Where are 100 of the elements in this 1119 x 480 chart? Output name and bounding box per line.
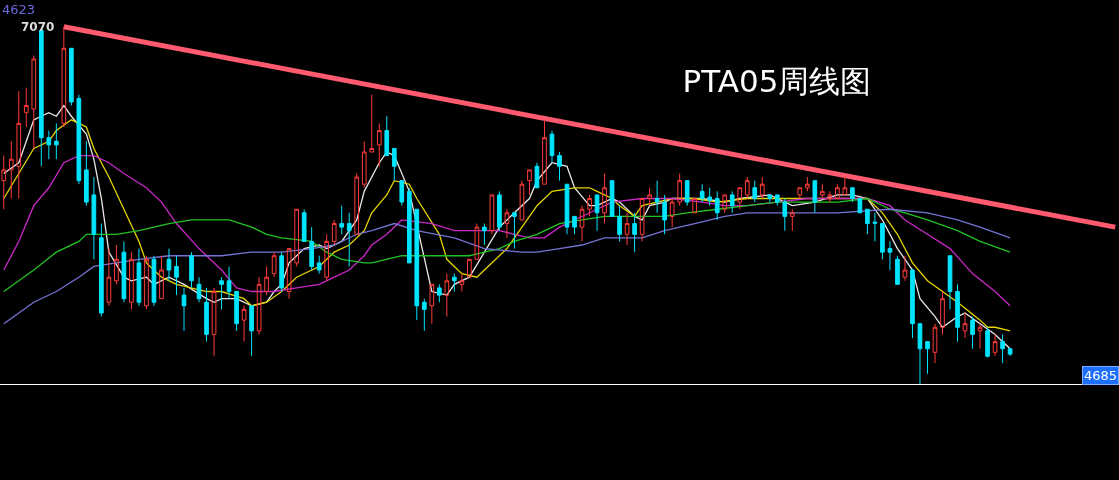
candlestick <box>489 194 495 235</box>
candlestick <box>534 162 540 189</box>
candlestick <box>346 212 352 267</box>
candlestick <box>121 240 127 303</box>
candlestick <box>452 273 457 293</box>
candlestick <box>722 194 728 214</box>
candlestick <box>925 341 930 375</box>
candlestick <box>474 223 480 260</box>
candlestick <box>737 187 743 210</box>
candlestick <box>136 248 142 307</box>
candlestick <box>264 265 269 296</box>
candlestick <box>339 205 345 235</box>
candlestick <box>677 172 682 207</box>
candlestick <box>940 291 945 335</box>
candlestick <box>437 283 442 303</box>
candlestick <box>99 223 104 318</box>
candlestick <box>189 251 194 289</box>
candlestick <box>1 155 7 210</box>
candlestick <box>932 323 938 364</box>
candlestick <box>880 223 885 260</box>
candlestick <box>617 205 622 242</box>
candlestick <box>376 122 382 167</box>
candlestick <box>76 94 82 185</box>
candlestick <box>947 255 953 310</box>
candlestick <box>249 305 254 357</box>
candlestick <box>46 130 52 160</box>
candlestick <box>324 233 330 282</box>
candlestick <box>557 151 562 182</box>
candlestick <box>429 283 435 325</box>
candlestick <box>459 273 465 293</box>
candlestick <box>8 140 14 200</box>
text: 4623 <box>2 2 36 17</box>
candlestick <box>406 187 412 264</box>
candlestick <box>301 208 307 242</box>
candlestick <box>159 255 164 300</box>
candlestick <box>1007 348 1013 357</box>
candlestick <box>602 172 607 225</box>
candlestick <box>31 54 37 149</box>
candlestick <box>542 119 547 185</box>
candlestick <box>594 194 600 232</box>
candlestick <box>421 298 427 332</box>
candlestick <box>902 255 908 282</box>
candlestick <box>812 180 818 214</box>
candlestick <box>241 305 247 343</box>
candlestick <box>699 183 705 203</box>
candlestick <box>985 326 990 358</box>
candlestick <box>835 183 840 200</box>
candlestick <box>707 187 713 207</box>
candlestick <box>497 190 502 232</box>
candlestick <box>662 194 667 235</box>
candlestick <box>692 198 698 214</box>
candlestick <box>512 212 517 250</box>
candlestick <box>399 180 405 207</box>
candlestick <box>504 208 510 239</box>
candlestick <box>549 130 555 164</box>
candlestick <box>129 251 134 310</box>
candlestick <box>196 276 202 303</box>
candlestick <box>414 208 420 321</box>
candlestick <box>744 176 750 200</box>
candlestick <box>684 180 690 207</box>
candlestick <box>144 255 149 310</box>
candlestick <box>38 29 44 167</box>
candlestick <box>204 287 209 343</box>
candlestick <box>820 183 825 200</box>
candlestick <box>827 190 833 203</box>
text: PTA05周线图 <box>682 63 872 100</box>
candlestick <box>482 223 487 246</box>
candlestick <box>782 198 788 232</box>
candlestick <box>467 258 472 278</box>
candlestick <box>309 226 315 271</box>
candlestick <box>572 215 577 235</box>
candlestick <box>789 208 795 232</box>
candlestick <box>519 180 525 221</box>
candlestick <box>294 208 299 267</box>
candlestick <box>917 323 923 385</box>
candlestick <box>23 87 29 128</box>
candlestick <box>752 180 758 203</box>
candlestick <box>767 194 773 203</box>
candlestick <box>316 255 322 275</box>
candlestick <box>564 183 570 235</box>
candlestick <box>106 248 112 307</box>
candlestick <box>759 176 765 200</box>
candlestick <box>219 276 224 310</box>
candlestick <box>91 176 97 260</box>
candlestick <box>16 90 22 200</box>
candlestick <box>226 265 232 300</box>
candlestick <box>992 333 998 357</box>
candlestick <box>114 244 119 285</box>
candlestick <box>624 212 630 246</box>
candlestick <box>970 316 975 350</box>
candlestick <box>61 26 67 128</box>
candlestick <box>647 187 652 207</box>
candlestick <box>804 176 810 192</box>
candlestick <box>842 176 848 196</box>
candlestick <box>729 190 735 214</box>
candlestick <box>714 190 720 221</box>
candlestick <box>797 187 803 200</box>
candlestick <box>151 255 157 307</box>
candlestick <box>69 47 74 107</box>
candlestick <box>857 198 863 214</box>
